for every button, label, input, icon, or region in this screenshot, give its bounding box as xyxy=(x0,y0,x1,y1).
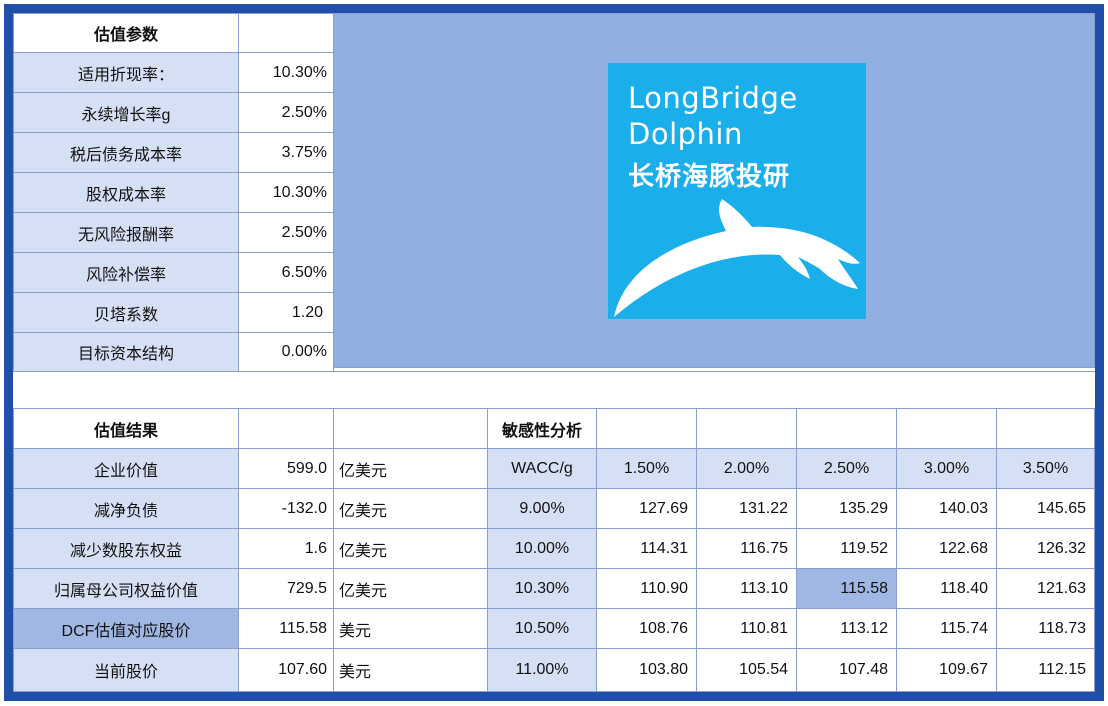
param-value-risk-premium: 6.50% xyxy=(238,252,334,293)
param-value-risk-free: 2.50% xyxy=(238,212,334,253)
sensitivity-cell: 110.90 xyxy=(596,568,697,609)
param-value-growth-rate: 2.50% xyxy=(238,92,334,133)
sensitivity-cell: 118.40 xyxy=(896,568,997,609)
sensitivity-g-5: 3.50% xyxy=(996,448,1095,489)
param-value-equity-cost: 10.30% xyxy=(238,172,334,213)
logo-text-dolphin: Dolphin xyxy=(628,117,743,151)
param-label-risk-free: 无风险报酬率 xyxy=(13,212,239,253)
result-label-dcf-price: DCF估值对应股价 xyxy=(13,608,239,649)
results-title-blank-2 xyxy=(333,408,488,449)
spacer-row xyxy=(13,371,1095,409)
result-unit-parent-equity: 亿美元 xyxy=(333,568,488,609)
sensitivity-cell: 103.80 xyxy=(596,648,697,692)
param-label-risk-premium: 风险补偿率 xyxy=(13,252,239,293)
sensitivity-cell: 118.73 xyxy=(996,608,1095,649)
result-label-minority-interest: 减少数股东权益 xyxy=(13,528,239,569)
result-value-enterprise-value: 599.0 xyxy=(238,448,334,489)
sensitivity-cell: 126.32 xyxy=(996,528,1095,569)
results-title: 估值结果 xyxy=(13,408,239,449)
logo-banner: LongBridge Dolphin 长桥海豚投研 xyxy=(333,13,1095,368)
params-title: 估值参数 xyxy=(13,13,239,53)
sensitivity-wacc-2: 10.00% xyxy=(487,528,597,569)
sensitivity-cell: 108.76 xyxy=(596,608,697,649)
sensitivity-corner: WACC/g xyxy=(487,448,597,489)
sensitivity-wacc-5: 11.00% xyxy=(487,648,597,692)
result-unit-net-debt: 亿美元 xyxy=(333,488,488,529)
param-value-discount-rate: 10.30% xyxy=(238,52,334,93)
sensitivity-cell: 122.68 xyxy=(896,528,997,569)
sensitivity-cell: 121.63 xyxy=(996,568,1095,609)
logo-text-chinese: 长桥海豚投研 xyxy=(628,162,791,192)
param-label-debt-cost: 税后债务成本率 xyxy=(13,132,239,173)
sensitivity-g-4: 3.00% xyxy=(896,448,997,489)
result-value-parent-equity: 729.5 xyxy=(238,568,334,609)
sensitivity-cell-highlighted: 115.58 xyxy=(796,568,897,609)
sensitivity-title-blank-4 xyxy=(896,408,997,449)
result-label-current-price: 当前股价 xyxy=(13,648,239,692)
sensitivity-cell: 116.75 xyxy=(696,528,797,569)
sensitivity-cell: 110.81 xyxy=(696,608,797,649)
sensitivity-title: 敏感性分析 xyxy=(487,408,597,449)
param-label-beta: 贝塔系数 xyxy=(13,292,239,333)
result-value-minority-interest: 1.6 xyxy=(238,528,334,569)
param-value-beta: 1.20 xyxy=(238,292,334,333)
param-value-debt-cost: 3.75% xyxy=(238,132,334,173)
sensitivity-title-blank-1 xyxy=(596,408,697,449)
sensitivity-g-2: 2.00% xyxy=(696,448,797,489)
sensitivity-title-blank-3 xyxy=(796,408,897,449)
sensitivity-cell: 114.31 xyxy=(596,528,697,569)
result-value-net-debt: -132.0 xyxy=(238,488,334,529)
sensitivity-cell: 113.10 xyxy=(696,568,797,609)
sensitivity-cell: 112.15 xyxy=(996,648,1095,692)
param-label-equity-cost: 股权成本率 xyxy=(13,172,239,213)
result-unit-minority-interest: 亿美元 xyxy=(333,528,488,569)
sensitivity-wacc-4: 10.50% xyxy=(487,608,597,649)
result-label-net-debt: 减净负债 xyxy=(13,488,239,529)
sensitivity-cell: 135.29 xyxy=(796,488,897,529)
param-label-capital-structure: 目标资本结构 xyxy=(13,332,239,372)
sensitivity-title-blank-5 xyxy=(996,408,1095,449)
sensitivity-cell: 119.52 xyxy=(796,528,897,569)
result-value-dcf-price: 115.58 xyxy=(238,608,334,649)
sensitivity-cell: 145.65 xyxy=(996,488,1095,529)
dolphin-icon xyxy=(614,199,860,317)
result-label-parent-equity: 归属母公司权益价值 xyxy=(13,568,239,609)
result-unit-dcf-price: 美元 xyxy=(333,608,488,649)
param-value-capital-structure: 0.00% xyxy=(238,332,334,372)
sensitivity-cell: 140.03 xyxy=(896,488,997,529)
result-value-current-price: 107.60 xyxy=(238,648,334,692)
result-label-enterprise-value: 企业价值 xyxy=(13,448,239,489)
param-label-discount-rate: 适用折现率： xyxy=(13,52,239,93)
logo-text-longbridge: LongBridge xyxy=(628,81,798,115)
results-title-blank-1 xyxy=(238,408,334,449)
param-label-growth-rate: 永续增长率g xyxy=(13,92,239,133)
sensitivity-cell: 127.69 xyxy=(596,488,697,529)
sensitivity-g-1: 1.50% xyxy=(596,448,697,489)
sensitivity-title-blank-2 xyxy=(696,408,797,449)
sensitivity-cell: 109.67 xyxy=(896,648,997,692)
sensitivity-g-3: 2.50% xyxy=(796,448,897,489)
sensitivity-cell: 113.12 xyxy=(796,608,897,649)
result-unit-enterprise-value: 亿美元 xyxy=(333,448,488,489)
valuation-sheet: 估值参数 适用折现率： 10.30% 永续增长率g 2.50% 税后债务成本率 … xyxy=(4,4,1104,701)
sensitivity-cell: 131.22 xyxy=(696,488,797,529)
longbridge-dolphin-logo: LongBridge Dolphin 长桥海豚投研 xyxy=(608,63,866,319)
sensitivity-wacc-3: 10.30% xyxy=(487,568,597,609)
sensitivity-cell: 107.48 xyxy=(796,648,897,692)
sensitivity-wacc-1: 9.00% xyxy=(487,488,597,529)
sensitivity-cell: 115.74 xyxy=(896,608,997,649)
result-unit-current-price: 美元 xyxy=(333,648,488,692)
sensitivity-cell: 105.54 xyxy=(696,648,797,692)
params-title-blank xyxy=(238,13,334,53)
